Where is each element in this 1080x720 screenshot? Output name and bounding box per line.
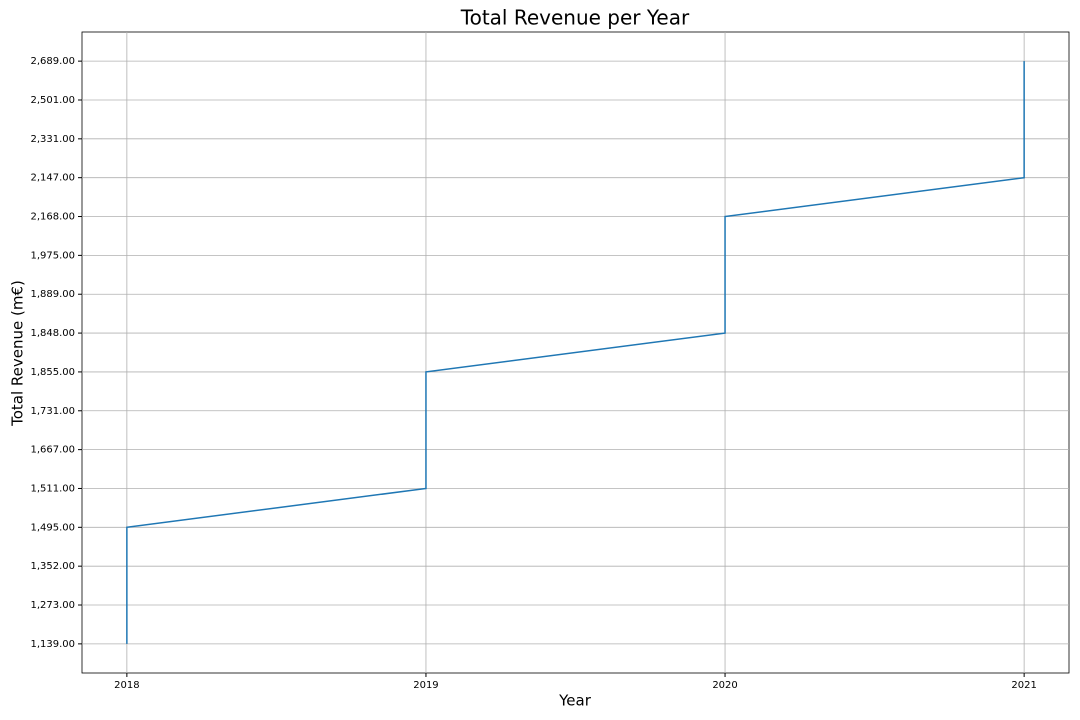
y-tick-label: 1,667.00	[30, 445, 75, 456]
y-tick-label: 1,731.00	[30, 406, 75, 417]
y-tick-label: 1,511.00	[30, 483, 75, 494]
y-tick-label: 2,689.00	[30, 56, 75, 67]
x-tick-label: 2019	[413, 680, 438, 691]
x-tick-label: 2020	[712, 680, 737, 691]
y-tick-label: 1,848.00	[30, 328, 75, 339]
x-tick-label: 2018	[114, 680, 139, 691]
x-axis-label: Year	[558, 692, 592, 710]
chart-title: Total Revenue per Year	[460, 6, 690, 30]
y-tick-label: 1,273.00	[30, 600, 75, 611]
y-axis-label: Total Revenue (m€)	[9, 280, 27, 427]
y-tick-label: 1,352.00	[30, 561, 75, 572]
y-tick-label: 1,975.00	[30, 250, 75, 261]
y-tick-label: 2,331.00	[30, 134, 75, 145]
y-tick-label: 1,139.00	[30, 639, 75, 650]
y-tick-label: 2,168.00	[30, 212, 75, 223]
y-tick-label: 1,855.00	[30, 367, 75, 378]
y-tick-label: 1,889.00	[30, 289, 75, 300]
x-tick-label: 2021	[1011, 680, 1036, 691]
y-tick-label: 2,147.00	[30, 173, 75, 184]
y-tick-label: 1,495.00	[30, 522, 75, 533]
y-tick-label: 2,501.00	[30, 95, 75, 106]
plot-frame	[81, 31, 1070, 674]
data-line	[126, 61, 1025, 644]
